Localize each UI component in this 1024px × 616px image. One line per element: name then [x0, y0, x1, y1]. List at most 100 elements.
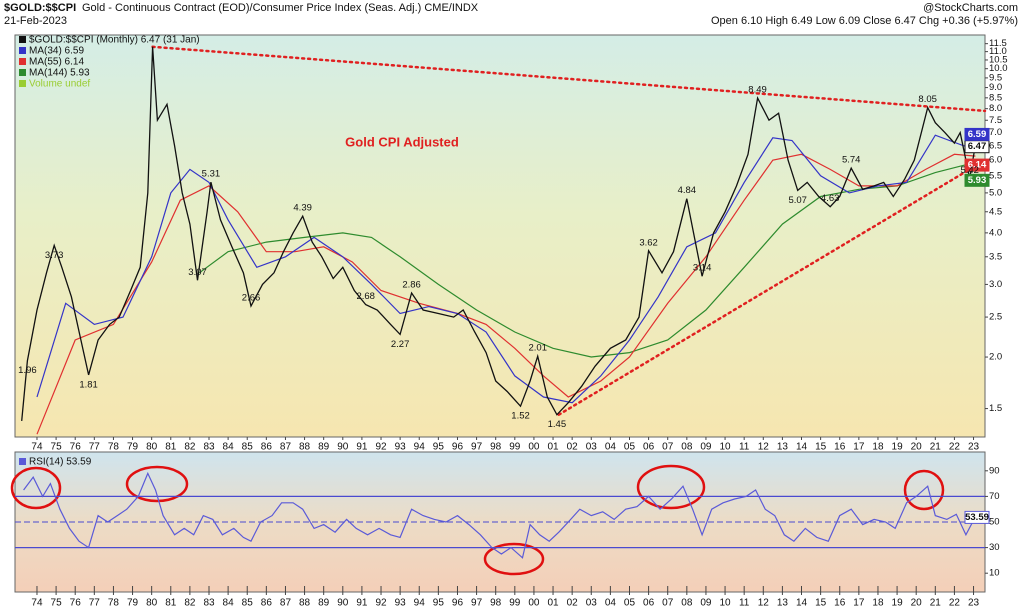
series-line [36, 134, 976, 404]
y-tick-label: 4.5 [989, 206, 1002, 217]
x-tick-label: 11 [739, 442, 750, 453]
last-value-box [964, 510, 990, 524]
x-tick-label: 98 [490, 598, 502, 609]
y-tick-label: 1.5 [989, 403, 1002, 414]
y-tick-label: 9.0 [989, 82, 1002, 93]
value-annotation: 3.14 [693, 263, 712, 274]
x-tick-label: 92 [375, 442, 387, 453]
trendline [557, 158, 987, 416]
x-tick-label: 75 [51, 442, 63, 453]
last-value-box [964, 158, 990, 172]
x-tick-label: 09 [700, 598, 712, 609]
y-tick-label: 10.5 [989, 54, 1008, 65]
y-tick-label: 2.5 [989, 312, 1002, 323]
x-tick-label: 12 [758, 598, 770, 609]
y-tick-label: 11.5 [989, 38, 1007, 49]
x-tick-label: 03 [586, 442, 598, 453]
highlight [903, 469, 945, 511]
rsi-title: RSI(14) 53.59 [29, 457, 92, 468]
highlight [10, 466, 62, 510]
value-annotation: 5.74 [842, 155, 861, 166]
annotation-title: Gold CPI Adjusted [345, 134, 459, 149]
x-tick-label: 17 [853, 442, 865, 453]
value-annotation: 1.81 [79, 379, 98, 390]
x-tick-label: 14 [796, 598, 808, 609]
x-tick-label: 82 [184, 598, 196, 609]
x-tick-label: 78 [108, 442, 120, 453]
value-annotation: 1.52 [511, 411, 530, 422]
x-tick-label: 84 [223, 598, 235, 609]
y-tick-label: 10.0 [989, 63, 1008, 74]
x-tick-label: 76 [70, 598, 82, 609]
x-tick-label: 18 [872, 442, 884, 453]
x-tick-label: 95 [433, 442, 445, 453]
x-tick-label: 77 [89, 598, 101, 609]
x-tick-label: 07 [662, 442, 674, 453]
x-tick-label: 83 [203, 598, 215, 609]
x-tick-label: 75 [51, 598, 63, 609]
x-tick-label: 22 [949, 442, 961, 453]
x-tick-label: 19 [892, 598, 904, 609]
last-value-label: 6.14 [968, 160, 987, 171]
series-line [23, 471, 976, 559]
legend-swatch [19, 80, 26, 87]
value-annotation: 3.07 [188, 267, 207, 278]
value-annotation: 4.39 [293, 203, 312, 214]
series-line [199, 161, 976, 358]
x-tick-label: 04 [605, 442, 617, 453]
series-line [36, 153, 976, 435]
x-tick-label: 82 [184, 442, 196, 453]
y-tick-label: 70 [989, 491, 1000, 502]
x-tick-label: 08 [681, 442, 693, 453]
y-tick-label: 50 [989, 517, 1000, 528]
x-tick-label: 14 [796, 442, 808, 453]
x-tick-label: 85 [242, 442, 254, 453]
x-tick-label: 94 [414, 598, 426, 609]
description: Gold - Continuous Contract (EOD)/Consume… [82, 2, 479, 14]
legend-swatch [19, 458, 26, 465]
last-value-label: 6.47 [968, 141, 987, 152]
value-annotation: 5.07 [788, 195, 807, 206]
x-tick-label: 02 [567, 442, 579, 453]
x-tick-label: 86 [261, 442, 273, 453]
y-tick-label: 2.0 [989, 352, 1002, 363]
value-annotation: 3.62 [639, 237, 658, 248]
x-tick-label: 98 [490, 442, 502, 453]
x-tick-label: 19 [892, 442, 904, 453]
x-tick-label: 15 [815, 442, 827, 453]
value-annotation: 1.45 [548, 419, 567, 430]
x-tick-label: 07 [662, 598, 674, 609]
x-tick-label: 81 [165, 442, 177, 453]
last-value-label: 5.93 [968, 175, 987, 186]
value-annotation: 3.73 [45, 250, 64, 261]
x-tick-label: 80 [146, 442, 158, 453]
value-annotation: 2.01 [528, 343, 547, 354]
x-tick-label: 97 [471, 598, 483, 609]
x-tick-label: 05 [624, 598, 636, 609]
x-tick-label: 99 [509, 598, 521, 609]
x-tick-label: 00 [528, 598, 540, 609]
x-tick-label: 21 [930, 598, 942, 609]
legend-label: MA(144) 5.93 [29, 68, 90, 79]
y-tick-label: 6.5 [989, 140, 1002, 151]
y-tick-label: 8.5 [989, 92, 1002, 103]
x-tick-label: 11 [739, 598, 750, 609]
y-tick-label: 90 [989, 465, 1000, 476]
x-tick-label: 08 [681, 598, 693, 609]
x-tick-label: 16 [834, 442, 846, 453]
x-tick-label: 96 [452, 442, 464, 453]
value-annotation: 2.86 [402, 279, 421, 290]
main-panel [14, 34, 986, 438]
legend-label: MA(55) 6.14 [29, 57, 84, 68]
x-tick-label: 74 [31, 442, 43, 453]
x-tick-label: 95 [433, 598, 445, 609]
x-tick-label: 99 [509, 442, 521, 453]
x-tick-label: 13 [777, 598, 789, 609]
legend-label: Volume undef [29, 79, 90, 90]
y-tick-label: 4.0 [989, 227, 1002, 238]
x-tick-label: 22 [949, 598, 961, 609]
x-tick-label: 86 [261, 598, 273, 609]
last-value-label: 6.59 [968, 129, 987, 140]
x-tick-label: 01 [547, 598, 559, 609]
